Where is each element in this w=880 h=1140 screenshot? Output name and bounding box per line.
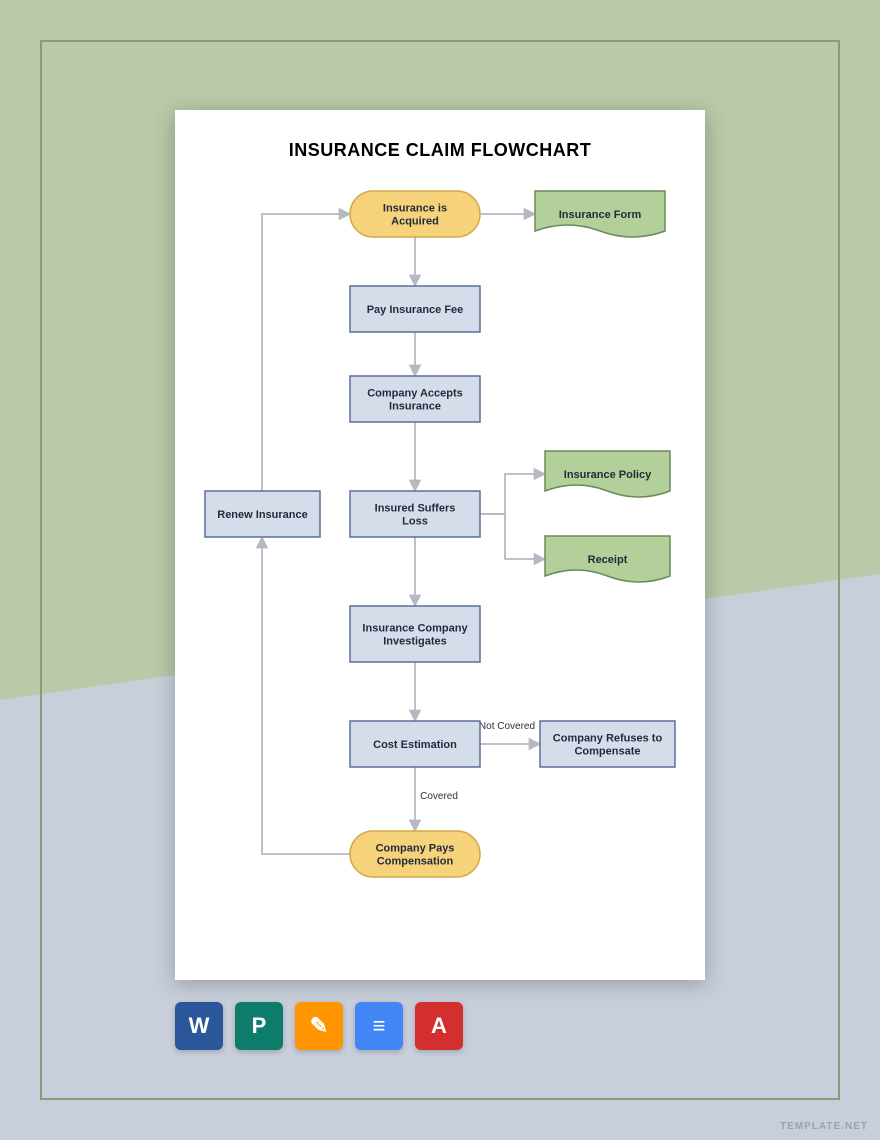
node-refuses: Company Refuses toCompensate (540, 721, 675, 767)
node-policy: Insurance Policy (545, 451, 670, 497)
word-icon[interactable]: W (175, 1002, 223, 1050)
node-investigates: Insurance CompanyInvestigates (350, 606, 480, 662)
watermark: TEMPLATE.NET (780, 1121, 868, 1132)
app-icon-row: WP✎≡A (175, 1002, 463, 1050)
node-label: Renew Insurance (217, 509, 307, 521)
node-label: Insurance Policy (564, 469, 652, 481)
node-suffers: Insured SuffersLoss (350, 491, 480, 537)
node-label: Insurance isAcquired (383, 203, 447, 228)
page-title: INSURANCE CLAIM FLOWCHART (195, 140, 685, 161)
node-form: Insurance Form (535, 191, 665, 237)
pdf-icon[interactable]: A (415, 1002, 463, 1050)
node-acquired: Insurance isAcquired (350, 191, 480, 237)
edge-suffers-receipt (480, 514, 545, 559)
pages-icon[interactable]: ✎ (295, 1002, 343, 1050)
publisher-icon[interactable]: P (235, 1002, 283, 1050)
edge-suffers-policy (480, 474, 545, 514)
edge-renew-acquired (262, 214, 350, 491)
document-page: INSURANCE CLAIM FLOWCHART Not Covered Cov… (175, 110, 705, 980)
node-accepts: Company AcceptsInsurance (350, 376, 480, 422)
node-label: Company PaysCompensation (376, 843, 455, 868)
node-label: Receipt (588, 554, 628, 566)
edge-pays-renew (262, 537, 350, 854)
node-label: Pay Insurance Fee (367, 304, 464, 316)
node-label: Insurance Form (559, 209, 642, 221)
node-cost: Cost Estimation (350, 721, 480, 767)
node-pays: Company PaysCompensation (350, 831, 480, 877)
node-payfee: Pay Insurance Fee (350, 286, 480, 332)
edge-label: Covered (420, 791, 458, 802)
node-label: Cost Estimation (373, 739, 457, 751)
node-receipt: Receipt (545, 536, 670, 582)
docs-icon[interactable]: ≡ (355, 1002, 403, 1050)
node-renew: Renew Insurance (205, 491, 320, 537)
edge-label: Not Covered (479, 721, 535, 732)
flowchart: Not Covered Covered Insurance isAcquired In… (195, 181, 685, 971)
